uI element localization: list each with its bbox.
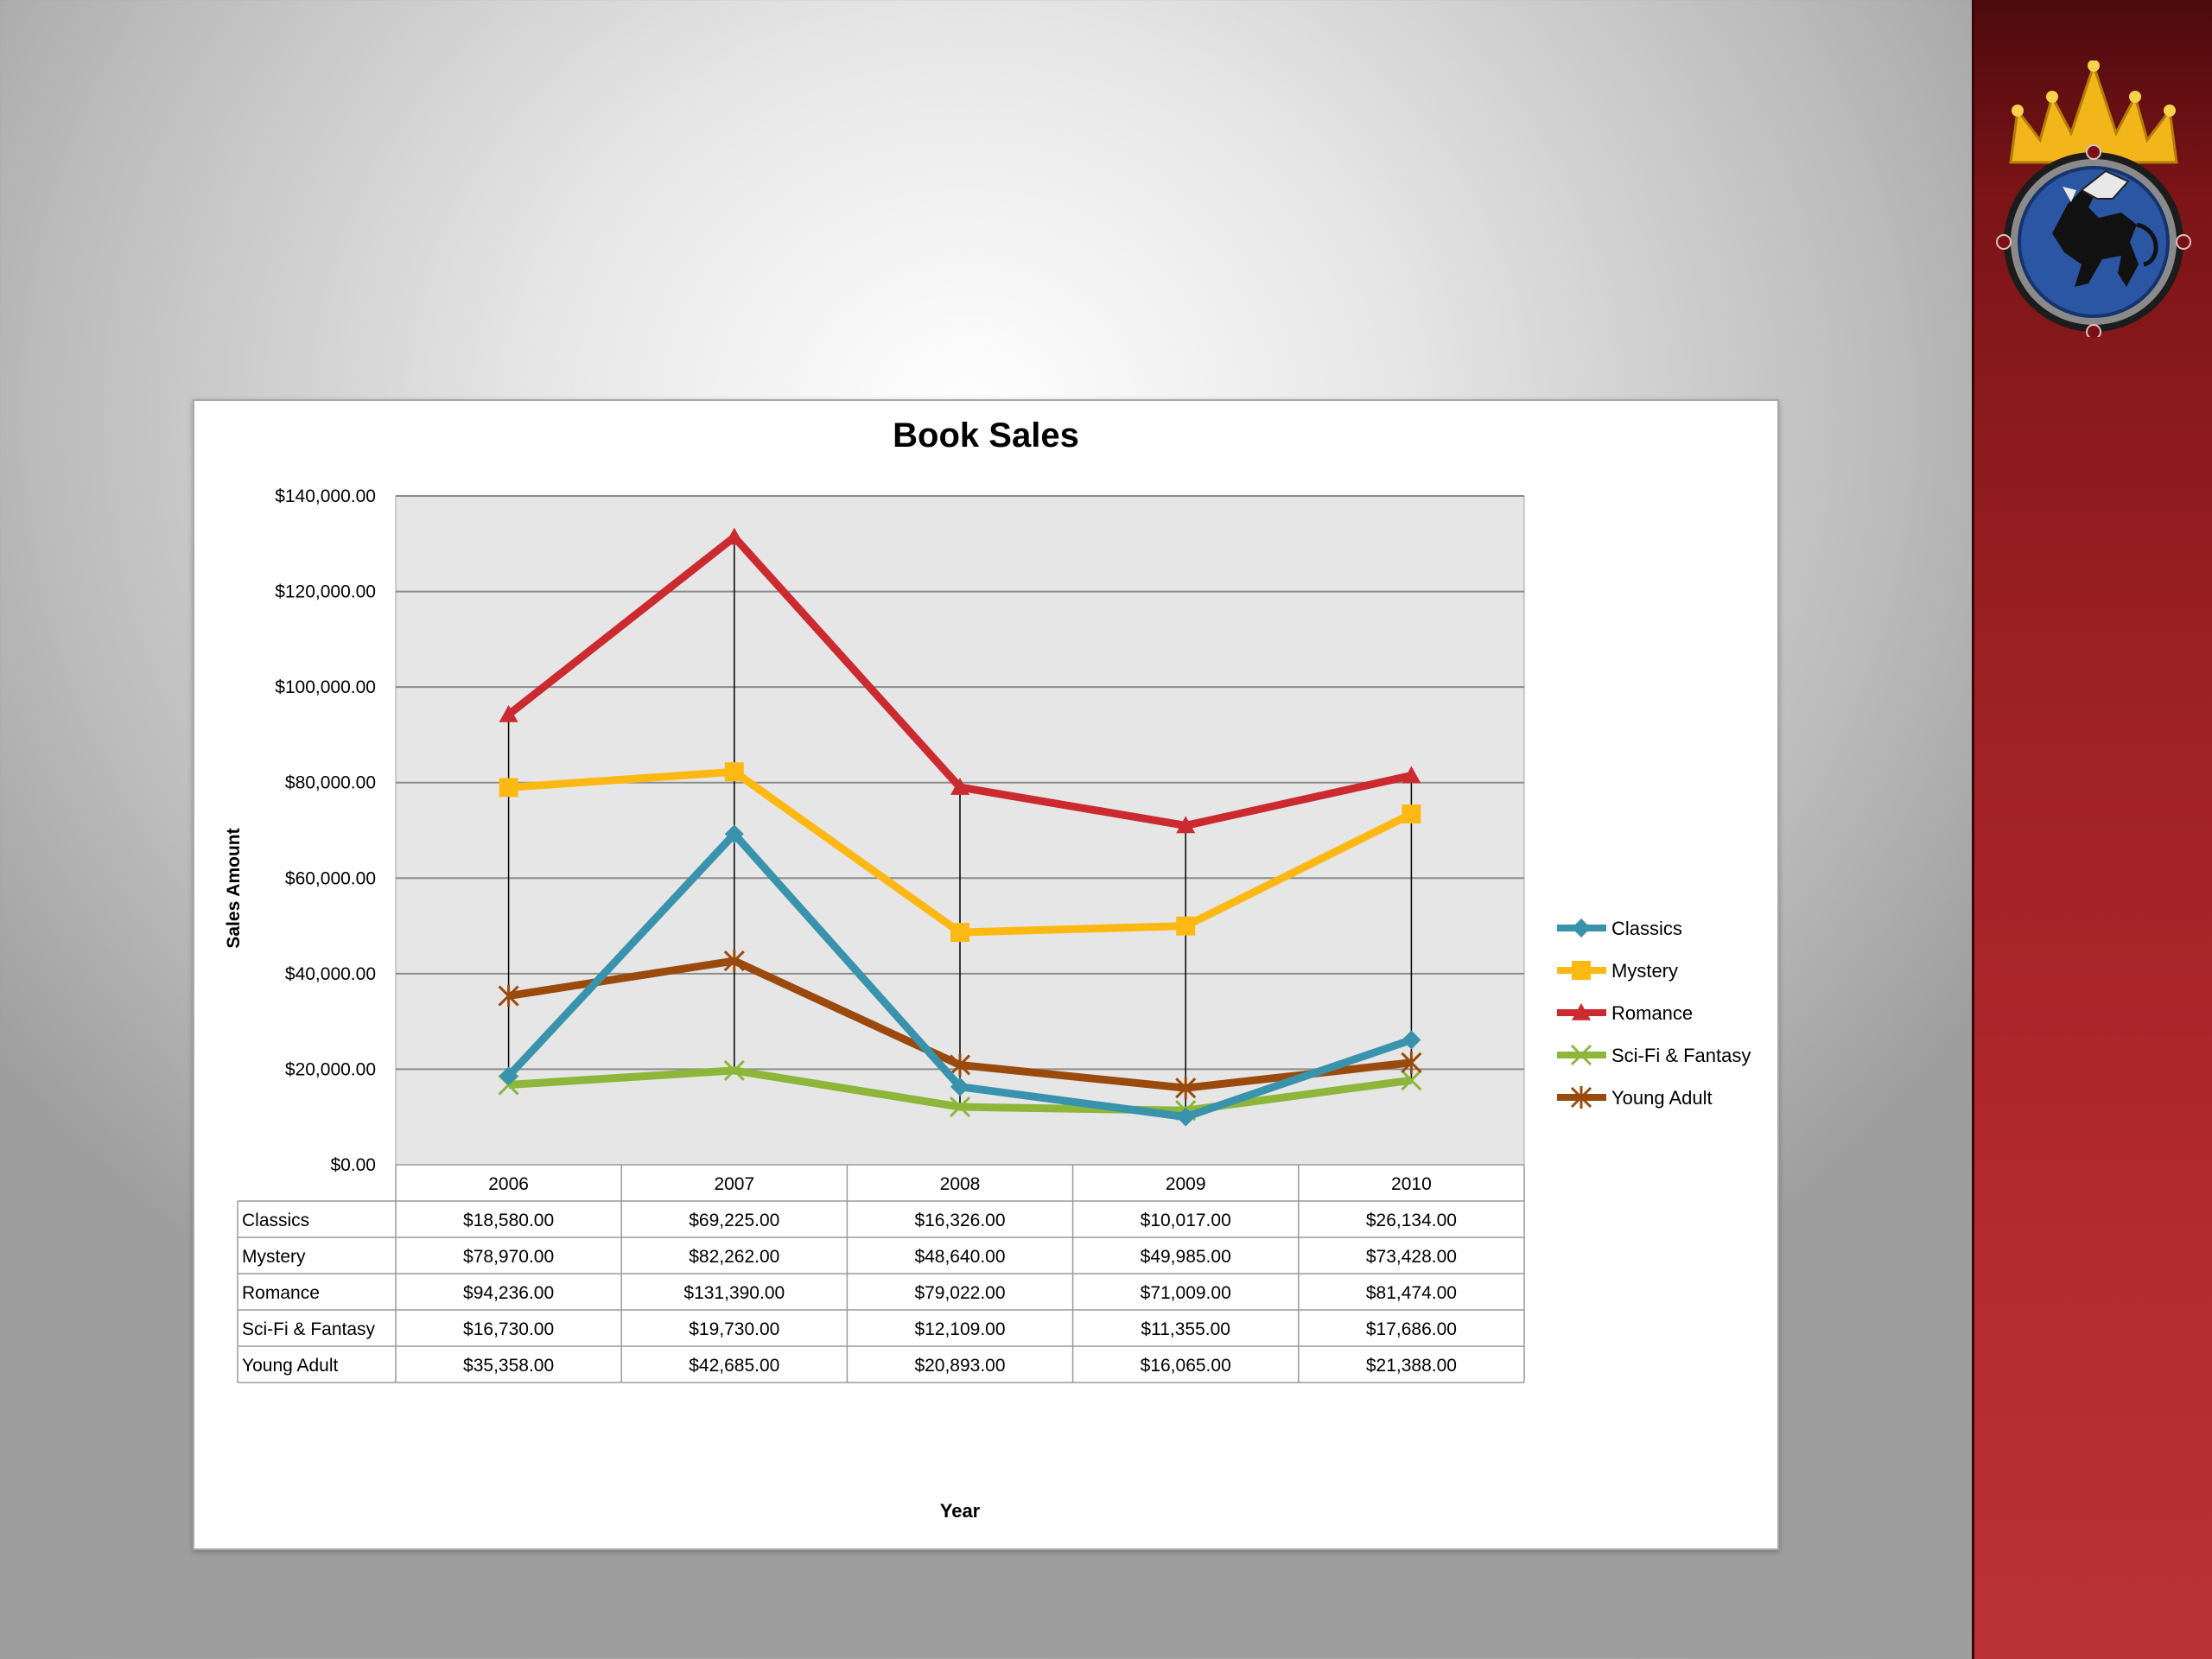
table-row-label: Sci-Fi & Fantasy: [242, 1319, 376, 1339]
data-point-mystery: [1176, 916, 1196, 936]
y-tick-label: $140,000.00: [275, 486, 376, 506]
y-tick-label: $60,000.00: [285, 868, 376, 888]
data-point-classics: [724, 824, 744, 844]
legend-marker: [1572, 918, 1591, 938]
table-cell: $26,134.00: [1366, 1211, 1457, 1230]
griffin-icon: [2052, 169, 2158, 287]
data-point-romance: [1176, 816, 1196, 834]
x-axis-label: Year: [940, 1500, 981, 1522]
table-cell: $71,009.00: [1141, 1283, 1231, 1303]
legend: Classics Mystery Romance Sci-Fi & Fantasy Yo…: [1557, 918, 1751, 1109]
legend-item-classics: Classics: [1557, 918, 1682, 939]
table-cell: $10,017.00: [1141, 1211, 1231, 1230]
table-row-label: Romance: [242, 1283, 320, 1303]
table-cell: $81,474.00: [1366, 1283, 1457, 1303]
table-row-label: Mystery: [242, 1247, 306, 1267]
table-cell: $42,685.00: [689, 1356, 779, 1376]
table-cell: $131,390.00: [683, 1283, 785, 1303]
crown-icon: [2009, 60, 2178, 164]
y-tick-label: $20,000.00: [285, 1059, 376, 1079]
legend-item-mystery: Mystery: [1557, 960, 1678, 982]
data-point-young-adult: [949, 1053, 971, 1077]
x-tick-label: 2007: [714, 1174, 754, 1194]
legend-marker: [1572, 961, 1591, 980]
table-cell: $78,970.00: [463, 1247, 554, 1267]
table-cell: $49,985.00: [1141, 1247, 1231, 1267]
x-tick-label: 2009: [1166, 1174, 1206, 1194]
legend-label: Romance: [1611, 1002, 1693, 1024]
table-cell: $21,388.00: [1366, 1356, 1457, 1376]
legend-marker: [1570, 1086, 1592, 1109]
legend-item-romance: Romance: [1557, 1002, 1693, 1024]
data-point-young-adult: [723, 950, 745, 973]
x-tick-label: 2006: [488, 1174, 529, 1194]
series-mystery: [499, 762, 1421, 943]
legend-item-young-adult: Young Adult: [1557, 1086, 1713, 1109]
table-cell: $18,580.00: [463, 1211, 554, 1230]
data-point-mystery: [1402, 804, 1421, 824]
legend-marker: [1570, 1044, 1592, 1066]
drop-lines: [507, 537, 1413, 1117]
legend-label: Young Adult: [1611, 1087, 1713, 1109]
table-cell: $17,686.00: [1366, 1319, 1457, 1339]
table-cell: $20,893.00: [914, 1356, 1005, 1376]
data-point-classics: [499, 1066, 518, 1086]
table-cell: $16,065.00: [1141, 1356, 1231, 1376]
series-young-adult: [498, 950, 1422, 1100]
data-point-classics: [1402, 1030, 1421, 1050]
table-cell: $35,358.00: [463, 1356, 554, 1376]
data-point-mystery: [724, 762, 744, 782]
table-cell: $82,262.00: [689, 1247, 779, 1267]
table-cell: $16,326.00: [914, 1211, 1005, 1230]
crowned-griffin-emblem-icon: [1996, 60, 2191, 337]
legend-marker: [1572, 1003, 1591, 1020]
data-point-classics: [1176, 1107, 1196, 1127]
y-tick-label: $0.00: [330, 1155, 376, 1175]
data-point-sci-fi-fantasy: [723, 1059, 745, 1081]
y-axis-tick-labels: $0.00 $20,000.00 $40,000.00 $60,000.00 $80,0…: [275, 486, 376, 1175]
y-tick-label: $120,000.00: [275, 582, 376, 602]
legend-item-sci-fi-fantasy: Sci-Fi & Fantasy: [1557, 1044, 1751, 1066]
data-point-sci-fi-fantasy: [1401, 1070, 1422, 1091]
table-row-label: Young Adult: [242, 1356, 339, 1376]
book-sales-chart: Book Sales $0.00 $20,000.00 $40,000.00 $60,…: [224, 416, 1751, 1522]
table-cell: $48,640.00: [914, 1247, 1005, 1267]
table-cell: $11,355.00: [1141, 1319, 1230, 1339]
data-point-sci-fi-fantasy: [949, 1096, 971, 1118]
table-cell: $73,428.00: [1366, 1247, 1457, 1267]
table-row-label: Classics: [242, 1211, 309, 1230]
data-point-mystery: [950, 923, 969, 943]
data-point-young-adult: [498, 984, 519, 1007]
table-cell: $16,730.00: [463, 1319, 554, 1339]
data-point-romance: [1402, 766, 1421, 784]
series-classics: [499, 824, 1421, 1127]
data-table: 2006 2007 2008 2009 2010 Classics $18,580.00 $6…: [237, 1164, 1525, 1383]
data-series: [498, 527, 1422, 1127]
y-tick-label: $100,000.00: [275, 677, 376, 697]
table-cell: $69,225.00: [689, 1211, 779, 1230]
x-tick-label: 2008: [940, 1174, 981, 1194]
y-tick-label: $80,000.00: [285, 773, 376, 793]
data-point-young-adult: [1175, 1077, 1197, 1100]
data-point-mystery: [499, 778, 518, 798]
data-point-romance: [950, 778, 969, 795]
table-cell: $19,730.00: [689, 1319, 779, 1339]
data-point-romance: [724, 527, 744, 545]
chart-panel: Book Sales $0.00 $20,000.00 $40,000.00 $60,…: [193, 399, 1779, 1550]
legend-label: Mystery: [1611, 960, 1678, 982]
legend-label: Classics: [1611, 918, 1682, 939]
table-cell: $79,022.00: [914, 1283, 1005, 1303]
table-cell: $12,109.00: [914, 1319, 1005, 1339]
series-romance: [499, 527, 1421, 834]
chart-title: Book Sales: [893, 416, 1079, 454]
y-axis-label: Sales Amount: [224, 828, 244, 948]
legend-label: Sci-Fi & Fantasy: [1611, 1045, 1751, 1066]
table-cell: $94,236.00: [463, 1283, 554, 1303]
x-tick-label: 2010: [1391, 1174, 1432, 1194]
data-point-romance: [499, 705, 518, 722]
data-point-young-adult: [1401, 1051, 1422, 1074]
data-point-classics: [950, 1077, 969, 1096]
y-tick-label: $40,000.00: [285, 964, 376, 984]
